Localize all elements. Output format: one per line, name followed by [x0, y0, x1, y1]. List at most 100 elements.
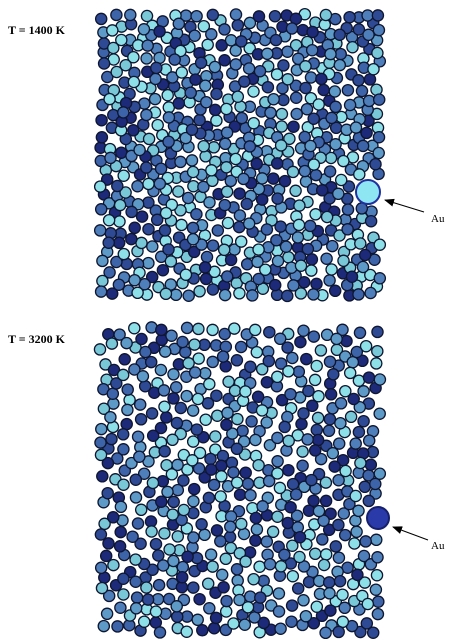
atom: [112, 180, 123, 191]
atom: [173, 98, 184, 109]
atom: [374, 273, 385, 284]
figure: Au T = 1400 K Au T = 3200 K: [0, 0, 453, 641]
atom: [220, 553, 231, 564]
atom: [137, 211, 148, 222]
atom: [328, 369, 339, 380]
atom: [196, 519, 207, 530]
atom: [136, 237, 147, 248]
atom: [185, 87, 196, 98]
atom: [283, 435, 294, 446]
atom: [183, 358, 194, 369]
atom: [206, 29, 217, 40]
atom: [340, 530, 351, 541]
atom: [226, 35, 237, 46]
atom: [305, 140, 316, 151]
atom: [147, 408, 158, 419]
atom: [102, 608, 113, 619]
atom: [160, 346, 171, 357]
atom: [172, 611, 183, 622]
atom: [132, 592, 143, 603]
atom: [358, 386, 369, 397]
atom: [279, 421, 290, 432]
atom: [251, 524, 262, 535]
annotation: Au: [431, 540, 445, 552]
atom: [324, 577, 335, 588]
atom: [215, 491, 226, 502]
atom: [364, 95, 375, 106]
atom: [167, 434, 178, 445]
atom: [336, 398, 347, 409]
atom: [293, 583, 304, 594]
atom: [248, 118, 259, 129]
atom: [270, 35, 281, 46]
atom: [194, 594, 205, 605]
atom: [103, 237, 114, 248]
atom: [325, 49, 336, 60]
atom: [324, 356, 335, 367]
atom: [194, 286, 205, 297]
atom: [311, 601, 322, 612]
atom: [294, 532, 305, 543]
atom: [244, 218, 255, 229]
atom: [350, 490, 361, 501]
atom: [173, 18, 184, 29]
atom: [219, 244, 230, 255]
atom: [95, 449, 106, 460]
atom: [372, 326, 383, 337]
atom: [191, 209, 202, 220]
atom: [372, 10, 383, 21]
atom: [240, 467, 251, 478]
atom: [182, 322, 193, 333]
atom: [313, 412, 324, 423]
atom: [291, 108, 302, 119]
atom: [122, 384, 133, 395]
atom: [251, 347, 262, 358]
atom: [311, 278, 322, 289]
atom: [129, 275, 140, 286]
atom: [262, 82, 273, 93]
atom: [115, 200, 126, 211]
atom: [236, 113, 247, 124]
atom: [257, 405, 268, 416]
atom: [204, 197, 215, 208]
atom: [320, 9, 331, 20]
atom: [361, 127, 372, 138]
atom: [272, 158, 283, 169]
atom: [211, 612, 222, 623]
atom: [232, 20, 243, 31]
atom: [139, 616, 150, 627]
atom: [168, 555, 179, 566]
atom: [236, 36, 247, 47]
atom: [326, 389, 337, 400]
atom: [163, 112, 174, 123]
atom: [160, 288, 171, 299]
atom: [344, 12, 355, 23]
atom: [180, 269, 191, 280]
atom: [272, 255, 283, 266]
atom: [273, 588, 284, 599]
atom: [365, 459, 376, 470]
annotation: Au: [431, 213, 445, 225]
atom: [183, 290, 194, 301]
atom: [209, 623, 220, 634]
atom: [188, 436, 199, 447]
atom: [95, 437, 106, 448]
atom: [306, 475, 317, 486]
atom: [304, 577, 315, 588]
atom: [191, 424, 202, 435]
atom: [353, 75, 364, 86]
atom: [219, 200, 230, 211]
atom: [141, 53, 152, 64]
atom: [311, 424, 322, 435]
atom: [155, 364, 166, 375]
atom: [171, 601, 182, 612]
atom: [293, 219, 304, 230]
atom: [232, 477, 243, 488]
atom: [178, 475, 189, 486]
atom: [357, 261, 368, 272]
atom: [330, 541, 341, 552]
atom: [353, 427, 364, 438]
atom: [245, 591, 256, 602]
atom: [372, 346, 383, 357]
atom: [116, 34, 127, 45]
